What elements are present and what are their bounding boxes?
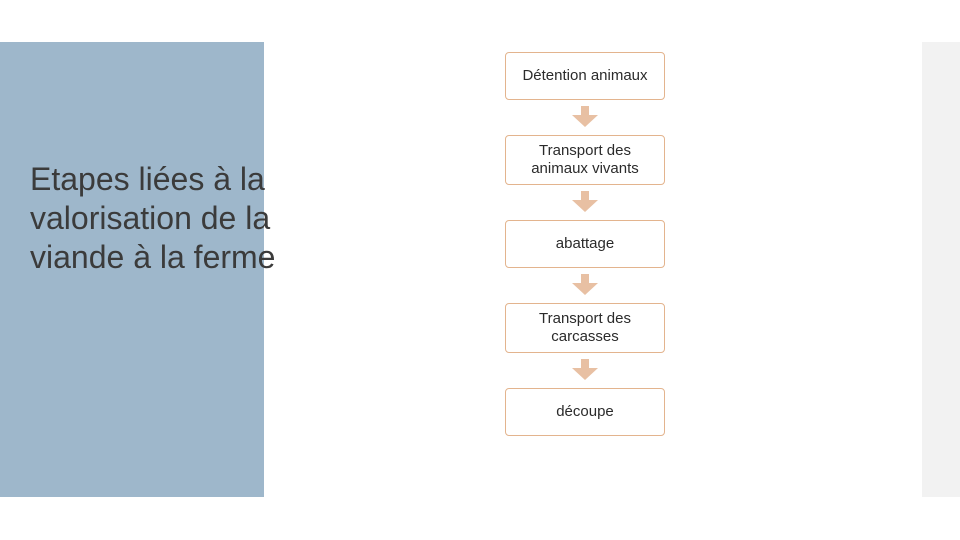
flow-step: découpe [505,388,665,436]
flow-step: Transport des animaux vivants [505,135,665,185]
arrow-down-icon [572,191,598,212]
arrow-down-icon [572,106,598,127]
arrow-down-icon [572,274,598,295]
arrow-down-icon [572,359,598,380]
page-title: Etapes liées à la valorisation de la via… [30,160,290,277]
flow-step: abattage [505,220,665,268]
flow-step: Détention animaux [505,52,665,100]
right-strip [922,42,960,497]
flowchart: Détention animaux Transport des animaux v… [505,52,665,436]
flow-step: Transport des carcasses [505,303,665,353]
